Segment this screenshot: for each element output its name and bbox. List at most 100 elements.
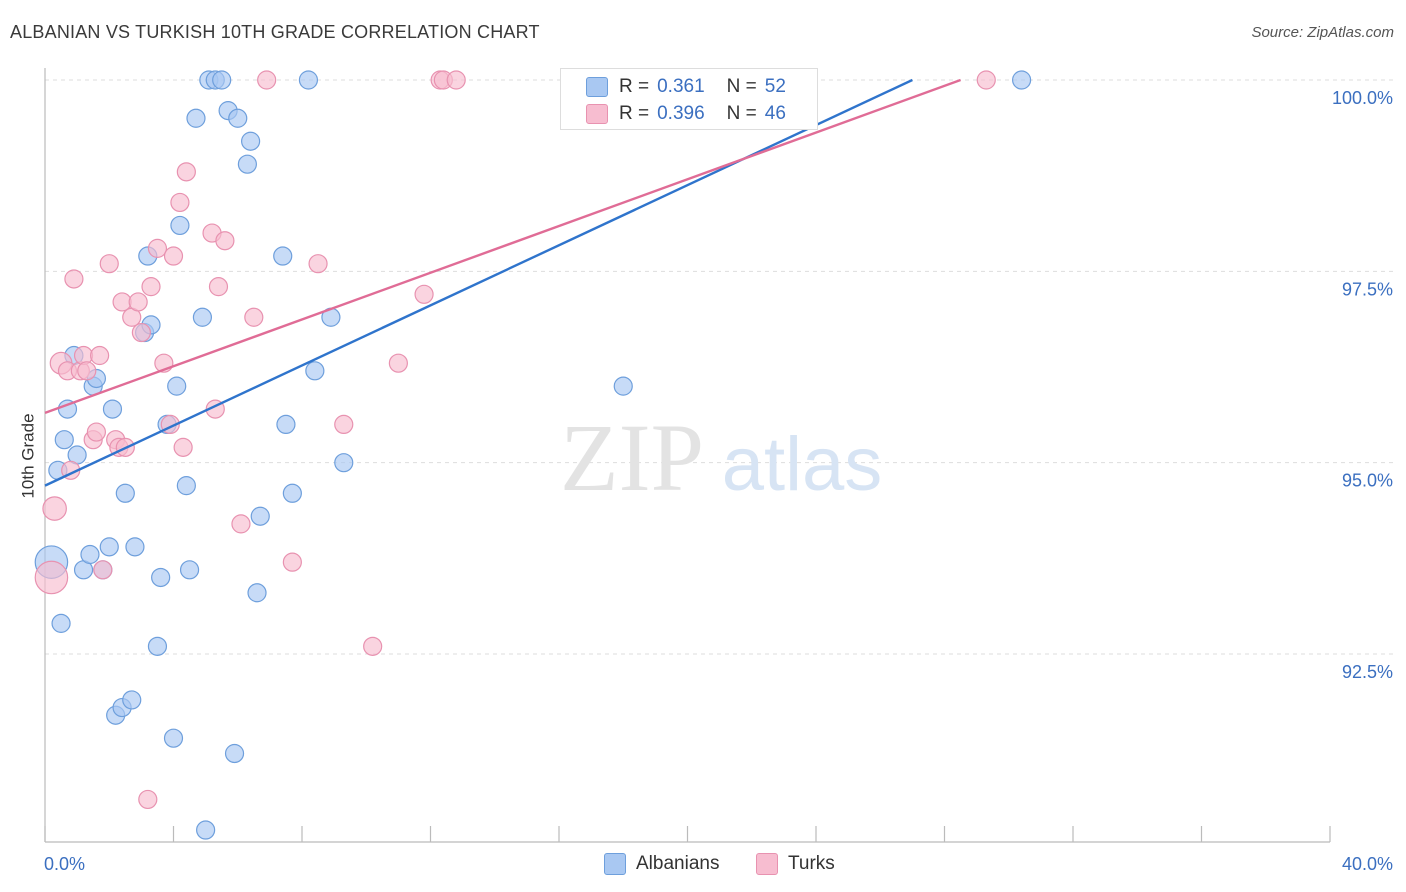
turks-point-1 bbox=[42, 496, 67, 521]
albanians-point-3 bbox=[54, 430, 74, 450]
albanians-point-35 bbox=[212, 70, 232, 90]
albanians-point-30 bbox=[186, 108, 206, 128]
turks-point-34 bbox=[231, 514, 251, 534]
turks-point-36 bbox=[257, 70, 277, 90]
albanians-point-44 bbox=[276, 414, 296, 434]
turks-legend-swatch bbox=[756, 853, 778, 875]
albanians-point-31 bbox=[192, 307, 213, 327]
albanians-point-12 bbox=[99, 537, 119, 557]
albanians-point-47 bbox=[305, 361, 325, 381]
turks-point-40 bbox=[363, 636, 383, 656]
turks-point-38 bbox=[308, 254, 328, 274]
albanians-point-23 bbox=[151, 567, 171, 588]
albanians-trend-line bbox=[44, 78, 913, 487]
turks-point-0 bbox=[34, 560, 69, 595]
albanians-point-51 bbox=[1011, 70, 1032, 90]
albanians-point-29 bbox=[179, 560, 200, 580]
turks-point-8 bbox=[77, 361, 97, 381]
turks-point-42 bbox=[414, 284, 434, 304]
chart-title: ALBANIAN VS TURKISH 10TH GRADE CORRELATI… bbox=[10, 22, 540, 42]
x-tick-labels: 0.0% 40.0% bbox=[44, 854, 1393, 874]
turks-point-27 bbox=[170, 192, 190, 213]
albanians-point-50 bbox=[613, 376, 633, 396]
turks-point-26 bbox=[163, 246, 184, 266]
turks-point-12 bbox=[93, 560, 113, 580]
source-label: Source: ZipAtlas.com bbox=[1251, 24, 1394, 41]
turks-point-22 bbox=[141, 277, 161, 297]
y-tick-label-2: 95.0% bbox=[1342, 471, 1393, 491]
albanians-point-27 bbox=[170, 215, 190, 236]
y-tick-labels: 100.0% 97.5% 95.0% 92.5% bbox=[1332, 88, 1393, 682]
albanians-point-49 bbox=[334, 453, 354, 473]
albanians-point-13 bbox=[102, 399, 123, 419]
albanians-point-40 bbox=[241, 131, 261, 151]
turks-point-41 bbox=[388, 353, 408, 373]
albanians-legend-swatch bbox=[604, 853, 626, 875]
watermark-atlas: atlas bbox=[722, 422, 883, 507]
albanians-legend-label: Albanians bbox=[636, 853, 720, 874]
albanians-point-28 bbox=[176, 476, 196, 496]
stats-row-albanians: R = 0.361 N = 52 bbox=[586, 74, 786, 100]
y-tick-label-1: 97.5% bbox=[1342, 279, 1393, 299]
turks-point-16 bbox=[112, 292, 132, 312]
albanians-point-41 bbox=[247, 583, 267, 603]
turks-point-46 bbox=[976, 70, 996, 90]
albanians-point-45 bbox=[282, 483, 302, 503]
albanians-point-37 bbox=[224, 743, 245, 764]
x-tick-label-min: 0.0% bbox=[44, 854, 85, 874]
turks-r-value: 0.396 bbox=[657, 103, 705, 124]
r-label: R = bbox=[619, 103, 650, 124]
albanians-point-38 bbox=[228, 108, 248, 128]
turks-point-10 bbox=[86, 422, 107, 442]
x-tick-label-max: 40.0% bbox=[1342, 854, 1393, 874]
turks-point-13 bbox=[99, 254, 119, 274]
turks-point-23 bbox=[147, 238, 168, 258]
y-tick-label-3: 92.5% bbox=[1342, 662, 1393, 682]
albanians-n-value: 52 bbox=[764, 76, 786, 97]
turks-point-20 bbox=[131, 322, 151, 343]
albanians-point-39 bbox=[237, 154, 257, 174]
trend-lines bbox=[44, 78, 961, 487]
albanians-point-18 bbox=[125, 537, 145, 557]
albanians-point-42 bbox=[250, 506, 270, 526]
albanians-point-22 bbox=[147, 636, 168, 656]
turks-point-45 bbox=[446, 70, 466, 90]
stats-legend: R = 0.361 N = 52 R = 0.396 N = 46 bbox=[560, 68, 818, 130]
turks-point-32 bbox=[208, 277, 229, 297]
turks-point-35 bbox=[244, 307, 264, 327]
albanians-point-46 bbox=[298, 70, 319, 90]
legend-item-turks[interactable]: Turks bbox=[756, 850, 835, 878]
n-label: N = bbox=[726, 76, 757, 97]
series-legend: Albanians Turks bbox=[0, 850, 1406, 878]
turks-point-5 bbox=[64, 269, 84, 289]
data-points bbox=[34, 70, 1032, 840]
turks-point-11 bbox=[90, 345, 110, 366]
stats-row-turks: R = 0.396 N = 46 bbox=[586, 101, 786, 127]
turks-point-21 bbox=[138, 789, 158, 810]
turks-point-19 bbox=[128, 292, 148, 312]
legend-item-albanians[interactable]: Albanians bbox=[604, 850, 719, 878]
albanians-point-43 bbox=[273, 246, 293, 266]
albanians-point-26 bbox=[167, 376, 187, 396]
turks-point-28 bbox=[173, 437, 193, 457]
y-tick-label-0: 100.0% bbox=[1332, 88, 1393, 108]
turks-swatch bbox=[586, 104, 608, 124]
albanians-point-25 bbox=[163, 728, 184, 748]
watermark: ZIP atlas bbox=[560, 404, 882, 511]
n-label: N = bbox=[726, 103, 757, 124]
albanians-point-17 bbox=[122, 690, 142, 710]
albanians-r-value: 0.361 bbox=[657, 76, 705, 97]
watermark-zip: ZIP bbox=[560, 404, 704, 511]
turks-legend-label: Turks bbox=[788, 853, 835, 874]
albanians-point-16 bbox=[115, 483, 135, 503]
turks-point-33 bbox=[215, 231, 235, 251]
turks-trend-line bbox=[44, 78, 961, 415]
r-label: R = bbox=[619, 76, 650, 97]
axes bbox=[44, 68, 1331, 843]
turks-point-37 bbox=[282, 552, 302, 572]
albanians-point-32 bbox=[196, 820, 216, 840]
turks-point-29 bbox=[176, 162, 196, 182]
albanians-point-8 bbox=[80, 544, 100, 565]
albanians-swatch bbox=[586, 77, 608, 97]
